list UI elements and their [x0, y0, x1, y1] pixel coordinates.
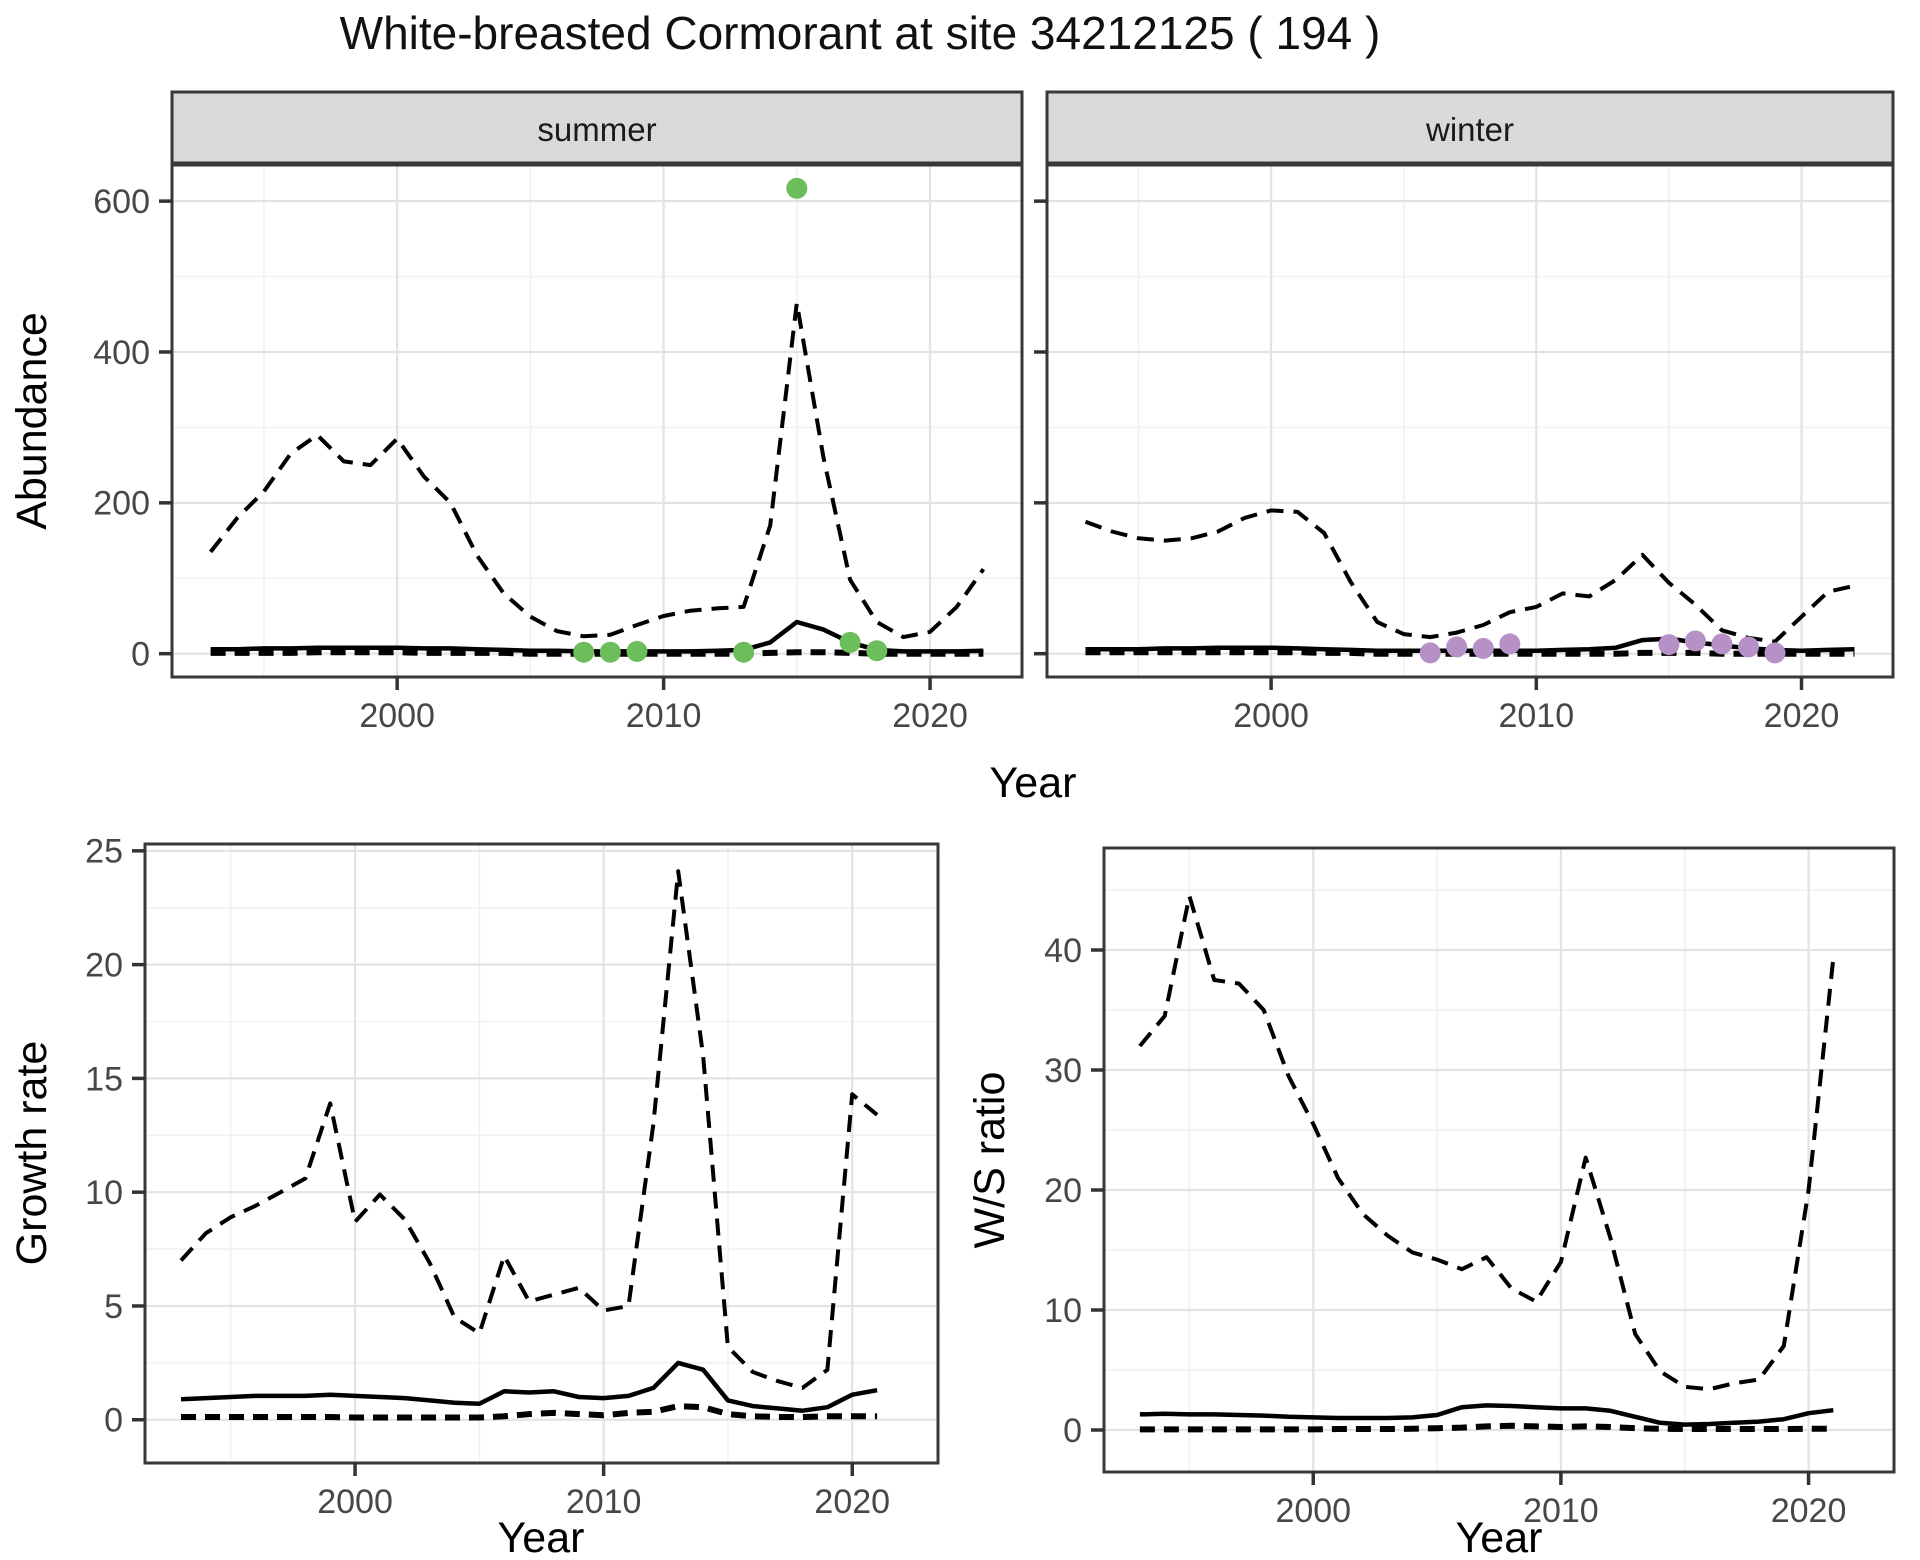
y-tick-label: 600	[93, 183, 150, 221]
series-lower-95ci-line	[1085, 649, 1855, 657]
panel-border	[143, 842, 940, 1465]
y-tick-label: 10	[1044, 1292, 1082, 1330]
y-tick-label: 5	[104, 1288, 123, 1326]
observation-dot	[573, 641, 595, 663]
x-tick-label: 2010	[566, 1483, 642, 1521]
panel-border	[1045, 163, 1895, 679]
y-tick-label: 20	[1044, 1172, 1082, 1210]
observation-dot	[1684, 630, 1706, 652]
panel-background	[1104, 848, 1894, 1472]
y-tick-label: 400	[93, 334, 150, 372]
facet-strip-label: winter	[1425, 111, 1514, 148]
series-upper-95ci-line	[1084, 508, 1855, 644]
x-tick-label: 2000	[359, 697, 435, 735]
series-upper-95ci-line	[179, 869, 879, 1390]
y-tick-label: 0	[104, 1402, 123, 1440]
y-tick-label: 40	[1044, 932, 1082, 970]
y-tick-label: 0	[131, 636, 150, 674]
observation-dot	[786, 177, 808, 199]
y-tick-label: 15	[85, 1060, 123, 1098]
y-tick-label: 10	[85, 1174, 123, 1212]
facet-strip-label: summer	[537, 111, 656, 148]
series-median-line	[1139, 1403, 1834, 1427]
x-tick-label: 2020	[892, 697, 968, 735]
observation-dot	[599, 641, 621, 663]
panel-background	[1047, 165, 1893, 677]
x-axis-title-growth-rate: Year	[498, 1514, 585, 1560]
x-tick-label: 2020	[1764, 697, 1840, 735]
x-tick-label: 2010	[626, 697, 702, 735]
x-tick-label: 2010	[1498, 697, 1574, 735]
facet-strip-summer	[170, 90, 1024, 165]
series-upper-95ci-line	[209, 301, 986, 640]
series-lower-95ci-line	[210, 649, 984, 657]
observation-dot	[1738, 636, 1759, 658]
panel-border	[170, 163, 1024, 679]
y-axis-title-abundance: Abundance	[8, 312, 56, 530]
observation-dot	[733, 641, 755, 663]
observation-dot	[1658, 634, 1680, 656]
observation-dot	[1419, 642, 1441, 664]
y-axis-title-growth-rate: Growth rate	[8, 1041, 56, 1266]
observation-dot	[1472, 637, 1494, 659]
x-tick-label: 2020	[1771, 1492, 1847, 1530]
y-tick-label: 20	[85, 947, 123, 985]
facet-strip-winter	[1045, 90, 1895, 165]
panel-growth-rate: 2000 2010 2020 0 5 10 15 20 25	[85, 833, 940, 1521]
axis-titles: Abundance Year Growth rate Year W/S ratio Yea…	[8, 312, 1542, 1560]
x-axis-title-ws-ratio: Year	[1456, 1514, 1543, 1560]
observation-dot	[1711, 633, 1733, 655]
panel-background	[172, 165, 1022, 677]
y-tick-label: 25	[85, 833, 123, 871]
y-tick-label: 30	[1044, 1052, 1082, 1090]
panel-abundance-winter: winter 2000 2010 2020	[1034, 90, 1895, 735]
panel-border	[1102, 846, 1896, 1474]
observation-dot	[866, 640, 888, 662]
series-lower-95ci-line	[181, 1403, 878, 1421]
panel-abundance-summer: summer 2000 2010 2020 0 200 400 600	[93, 90, 1024, 735]
observation-dot	[1446, 636, 1468, 658]
y-tick-label: 200	[93, 485, 150, 523]
y-axis-title-ws-ratio: W/S ratio	[966, 1072, 1014, 1249]
series-median-line	[180, 1360, 878, 1413]
observation-dot	[839, 631, 861, 653]
x-tick-label: 2010	[1523, 1492, 1599, 1530]
x-tick-label: 2000	[1275, 1492, 1351, 1530]
y-tick-label: 0	[1063, 1412, 1082, 1450]
x-tick-label: 2000	[317, 1483, 393, 1521]
chart-title: White-breasted Cormorant at site 3421212…	[339, 7, 1381, 59]
observation-dot	[626, 640, 648, 662]
panel-ws-ratio: 2000 2010 2020 0 10 20 30 40	[1044, 846, 1896, 1530]
panel-background	[145, 844, 938, 1463]
x-tick-label: 2000	[1233, 697, 1309, 735]
observation-dot	[1764, 642, 1786, 664]
x-axis-title-top: Year	[990, 759, 1077, 807]
x-tick-label: 2020	[814, 1483, 890, 1521]
series-lower-95ci-line	[1139, 1422, 1834, 1433]
series-upper-95ci-line	[1138, 894, 1836, 1392]
observation-dot	[1499, 633, 1521, 655]
